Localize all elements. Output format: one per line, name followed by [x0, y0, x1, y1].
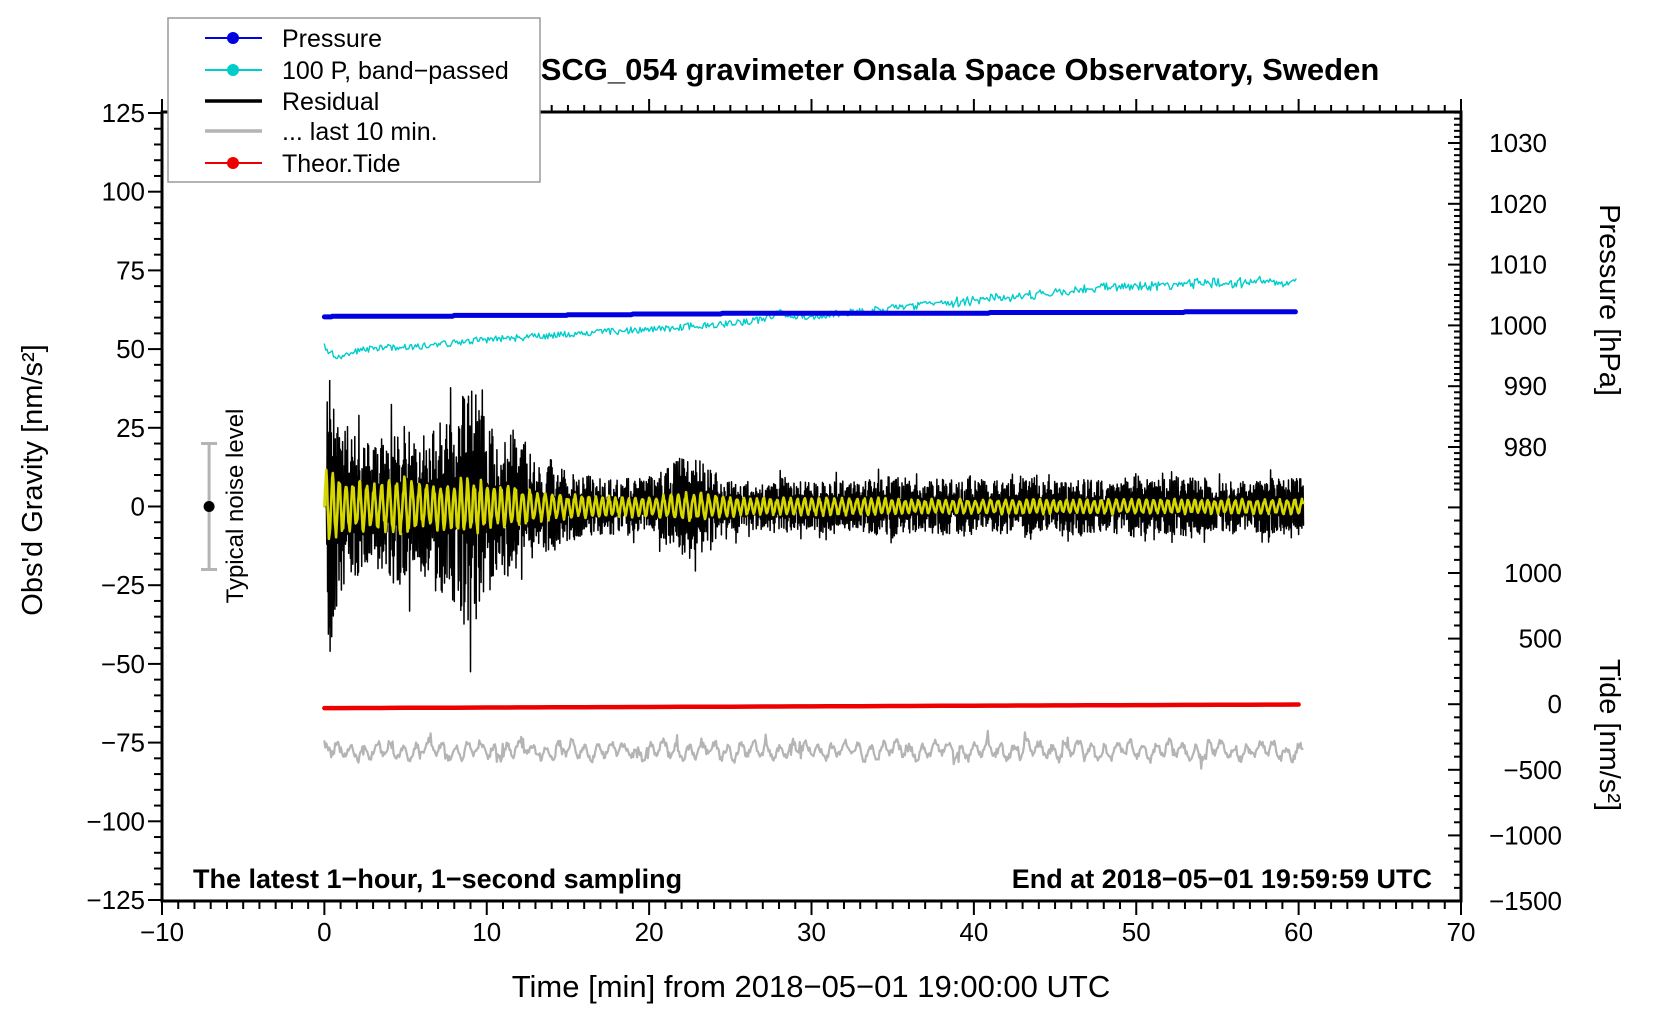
y-left-tick-label: −50: [101, 649, 145, 679]
x-axis-label: Time [min] from 2018−05−01 19:00:00 UTC: [512, 969, 1111, 1004]
legend-label-bandpassed: 100 P, band−passed: [282, 57, 509, 85]
y-left-tick-label: −125: [86, 885, 145, 915]
chart-title: SCG_054 gravimeter Onsala Space Observat…: [541, 52, 1380, 87]
tide-tick-label: 1000: [1504, 558, 1562, 588]
plot-series-layer: [321, 275, 1305, 770]
y-right-tide-label: Tide [nm/s²]: [1593, 659, 1625, 811]
noise-marker: [201, 442, 218, 571]
legend-label-tide: Theor.Tide: [282, 150, 401, 178]
y-left-tick-label: −75: [101, 728, 145, 758]
annotation-sampling: The latest 1−hour, 1−second sampling: [193, 864, 682, 894]
x-tick-label: 50: [1122, 917, 1151, 947]
legend-label-pressure: Pressure: [282, 25, 382, 53]
noise-level-label: Typical noise level: [222, 409, 249, 604]
legend-dot-sample: [227, 32, 239, 44]
pressure-tick-label: 980: [1504, 432, 1547, 462]
series-pressure: [321, 309, 1298, 320]
series-bandpassed-residual: [323, 468, 1305, 541]
legend-label-residual: Residual: [282, 88, 379, 116]
annotation-end-time: End at 2018−05−01 19:59:59 UTC: [1012, 864, 1432, 894]
tide-tick-label: −1500: [1489, 886, 1562, 916]
legend-box: [167, 17, 541, 183]
y-left-tick-label: 50: [116, 334, 145, 364]
tick-labels-layer: −10 0 10 20 30 40 50 60 701251007550250−25−50−75…: [86, 98, 1562, 947]
y-left-tick-label: 25: [116, 413, 145, 443]
legend-dot-sample: [227, 157, 239, 169]
pressure-tick-label: 990: [1504, 371, 1547, 401]
pressure-tick-label: 1000: [1489, 310, 1547, 340]
y-right-pressure-label: Pressure [hPa]: [1593, 204, 1625, 396]
y-left-tick-label: 75: [116, 255, 145, 285]
x-tick-label: 0: [317, 917, 331, 947]
y-left-axis-label: Obs'd Gravity [nm/s²]: [17, 344, 49, 615]
x-tick-label: 40: [959, 917, 988, 947]
x-tick-label: −10: [140, 917, 184, 947]
legend-dot-sample: [227, 64, 239, 76]
x-tick-label: 10: [472, 917, 501, 947]
tide-tick-label: 500: [1519, 624, 1562, 654]
y-left-tick-label: −100: [86, 806, 145, 836]
series-theor-tide: [322, 702, 1301, 711]
y-left-tick-label: 0: [131, 492, 145, 522]
series-residual: [323, 379, 1305, 673]
tide-tick-label: 0: [1548, 689, 1562, 719]
pressure-tick-label: 1030: [1489, 128, 1547, 158]
x-tick-label: 30: [797, 917, 826, 947]
pressure-tick-label: 1020: [1489, 189, 1547, 219]
series-100p-bandpassed: [323, 275, 1297, 360]
tide-tick-label: −500: [1503, 755, 1562, 785]
legend-label-last10: ... last 10 min.: [282, 118, 438, 146]
series-last10min: [323, 729, 1304, 770]
x-tick-label: 20: [635, 917, 664, 947]
y-left-tick-label: −25: [101, 570, 145, 600]
noise-center-dot: [203, 501, 215, 512]
y-left-tick-label: 125: [102, 98, 145, 128]
pressure-tick-label: 1010: [1489, 250, 1547, 280]
y-left-tick-label: 100: [102, 177, 145, 207]
tide-tick-label: −1000: [1489, 820, 1562, 850]
x-tick-label: 70: [1447, 917, 1476, 947]
x-tick-label: 60: [1284, 917, 1313, 947]
